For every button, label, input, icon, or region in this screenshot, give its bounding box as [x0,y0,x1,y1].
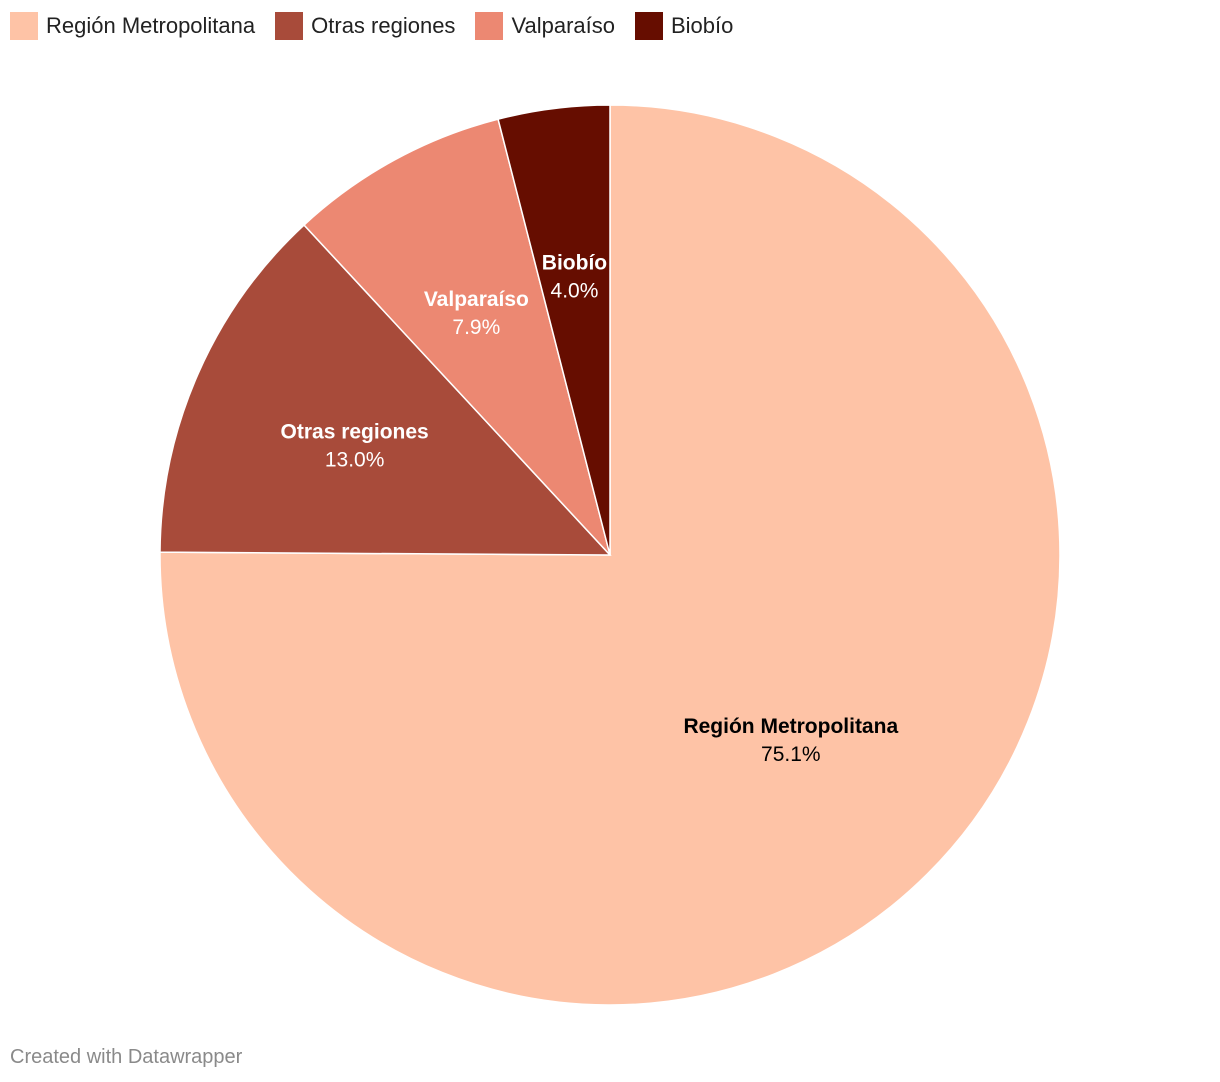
chart-legend: Región Metropolitana Otras regiones Valp… [10,12,733,40]
pie-labels: Región Metropolitana 75.1% Otras regiones 1… [281,252,899,766]
pie-slice-valparaiso [302,118,611,556]
legend-item-biobio: Biobío [634,12,734,40]
legend-swatch [275,12,304,40]
legend-item-valparaiso: Valparaíso [475,12,615,40]
pie-slices [159,104,1061,1006]
legend-item-otras-regiones: Otras regiones [275,12,455,40]
slice-label-name: Región Metropolitana [683,715,898,738]
slice-label-name: Otras regiones [281,421,429,444]
legend-swatch [634,12,663,40]
legend-swatch [475,12,504,40]
slice-label-value: 13.0% [325,449,385,472]
legend-label: Otras regiones [311,13,456,38]
slice-label-value: 75.1% [761,743,821,766]
pie-slice-region-metropolitana [159,104,1061,1006]
slice-label-value: 4.0% [551,280,599,303]
legend-item-region-metropolitana: Región Metropolitana [10,12,255,40]
slice-label-value: 7.9% [452,316,500,339]
pie-slice-biobio [497,104,611,556]
legend-label: Valparaíso [511,13,615,38]
legend-swatch [10,12,38,40]
legend-label: Biobío [670,13,734,38]
pie-slice-otras-regiones [159,223,612,556]
legend-label: Región Metropolitana [46,13,256,38]
slice-label-name: Biobío [542,252,607,275]
footer-credit: Created with Datawrapper [10,1046,243,1068]
slice-label-name: Valparaíso [424,288,529,311]
